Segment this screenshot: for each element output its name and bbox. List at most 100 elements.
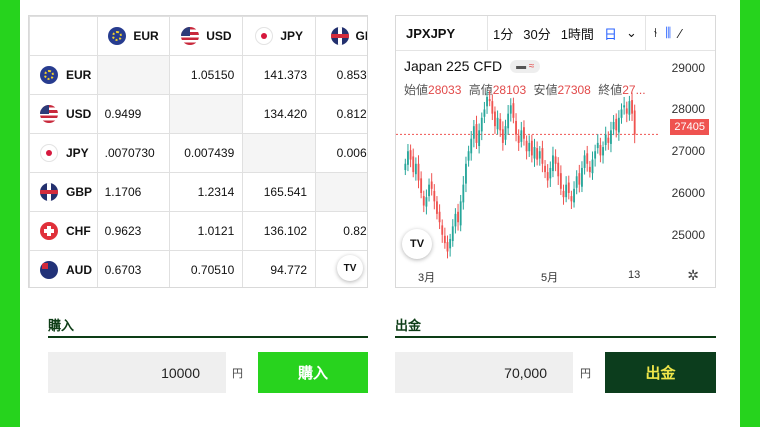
candle-body xyxy=(454,213,457,227)
candle-body xyxy=(549,167,552,179)
candle-body xyxy=(499,118,502,131)
indicators-icon[interactable]: ⫮ xyxy=(653,25,658,40)
candle-body xyxy=(443,235,446,244)
candle-style-icon[interactable]: ⫼ xyxy=(665,25,672,40)
candle-body xyxy=(451,226,454,242)
candle-body xyxy=(504,126,507,140)
tradingview-logo-icon[interactable]: TV xyxy=(337,255,363,281)
rate-cell: 1.0121 xyxy=(169,211,244,251)
last-price-tag: 27405 xyxy=(670,119,709,135)
tradingview-logo-icon[interactable]: TV xyxy=(402,229,432,259)
settings-gear-icon[interactable]: ✲ xyxy=(687,267,699,283)
withdraw-button[interactable]: 出金 xyxy=(605,352,716,393)
open-label: 始値 xyxy=(404,83,429,97)
x-tick-may: 5月 xyxy=(541,272,559,284)
column-header-jpy: JPY xyxy=(242,16,317,56)
rate-cell xyxy=(242,133,317,173)
au-flag-icon xyxy=(40,261,58,279)
candle-body xyxy=(512,103,515,118)
symbol-selector[interactable]: JPXJPY xyxy=(396,16,488,51)
candle-body xyxy=(433,190,436,202)
low-label: 安値 xyxy=(533,83,558,97)
candle-body xyxy=(488,99,491,102)
buy-amount-input[interactable]: 10000 xyxy=(48,352,226,393)
candle-body xyxy=(507,113,510,129)
candle-body xyxy=(422,196,425,206)
candle-body xyxy=(567,182,570,193)
timeframe-1m[interactable]: 1分 xyxy=(493,26,514,42)
candle-body xyxy=(472,126,475,139)
rate-cell: 0.81225 xyxy=(315,94,367,134)
candle-body xyxy=(623,105,626,108)
candle-body xyxy=(610,130,612,144)
high-label: 高値 xyxy=(468,83,493,97)
candle-body xyxy=(536,148,539,160)
candle-body xyxy=(631,100,633,114)
rate-cell xyxy=(315,172,367,212)
column-header-usd: USD xyxy=(169,16,244,56)
candle-body xyxy=(565,184,568,198)
rate-cell: 141.373 xyxy=(242,55,317,95)
price-chart[interactable]: JPXJPY 1分 30分 1時間 日 ⌄ ⫮ ⫼ ⁄ Japan 225 CF… xyxy=(395,15,716,288)
low-value: 27308 xyxy=(557,83,591,97)
draw-icon[interactable]: ⁄ xyxy=(679,25,682,41)
rate-cell: 1.2314 xyxy=(169,172,244,212)
candle-body xyxy=(515,120,517,135)
withdraw-amount-input[interactable]: 70,000 xyxy=(395,352,573,393)
rate-cell: 0.70510 xyxy=(169,250,244,287)
withdraw-unit-label: 円 xyxy=(580,368,591,380)
candle-body xyxy=(575,176,578,188)
candle-body xyxy=(617,117,620,133)
buy-unit-label: 円 xyxy=(232,368,243,380)
row-header-jpy: JPY xyxy=(29,133,98,173)
withdraw-divider xyxy=(395,336,716,338)
rate-cell: 134.420 xyxy=(242,94,317,134)
candle-body xyxy=(425,197,428,207)
high-value: 28103 xyxy=(492,83,527,97)
rate-cell: .0070730 xyxy=(96,133,171,173)
buy-button[interactable]: 購入 xyxy=(258,352,368,393)
column-code: USD xyxy=(206,29,232,43)
candle-body xyxy=(517,135,520,143)
timeframe-1h[interactable]: 1時間 xyxy=(560,26,594,42)
y-tick-25000: 25000 xyxy=(671,227,705,242)
candle-body xyxy=(559,173,562,189)
chevron-down-icon[interactable]: ⌄ xyxy=(625,25,637,40)
row-header-aud: AUD xyxy=(29,250,98,287)
eu-flag-icon xyxy=(108,27,127,45)
gb-flag-icon xyxy=(330,27,349,45)
row-code: CHF xyxy=(66,224,91,238)
legend-toggle[interactable]: ▬ ≈ xyxy=(510,59,541,73)
row-code: GBP xyxy=(66,185,93,199)
candle-body xyxy=(467,151,470,161)
row-header-usd: USD xyxy=(29,94,98,134)
us-flag-icon xyxy=(40,105,58,123)
buy-section-title: 購入 xyxy=(48,318,75,333)
candle-body xyxy=(428,184,430,197)
candle-body xyxy=(607,137,610,143)
candle-body xyxy=(470,138,473,154)
chart-legend: Japan 225 CFD ▬ ≈ xyxy=(404,58,541,74)
candle-body xyxy=(552,155,554,172)
candle-body xyxy=(588,166,591,173)
table-corner xyxy=(29,16,98,56)
candle-body xyxy=(446,242,449,252)
candle-body xyxy=(581,167,583,187)
timeframe-1d[interactable]: 日 xyxy=(603,26,617,42)
gb-flag-icon xyxy=(40,183,58,201)
y-tick-27000: 27000 xyxy=(671,144,705,159)
candle-body xyxy=(596,142,599,149)
timeframe-30m[interactable]: 30分 xyxy=(523,26,551,42)
price-axis[interactable]: 25000 26000 27000 28000 29000 xyxy=(657,51,715,264)
candle-body xyxy=(480,117,483,132)
buy-divider xyxy=(48,336,368,338)
y-tick-28000: 28000 xyxy=(671,102,705,117)
ch-flag-icon xyxy=(40,222,58,240)
candle-body xyxy=(417,163,420,181)
candle-body xyxy=(528,142,531,152)
candle-body xyxy=(525,140,528,152)
rate-cell: 0.85398 xyxy=(315,55,367,95)
